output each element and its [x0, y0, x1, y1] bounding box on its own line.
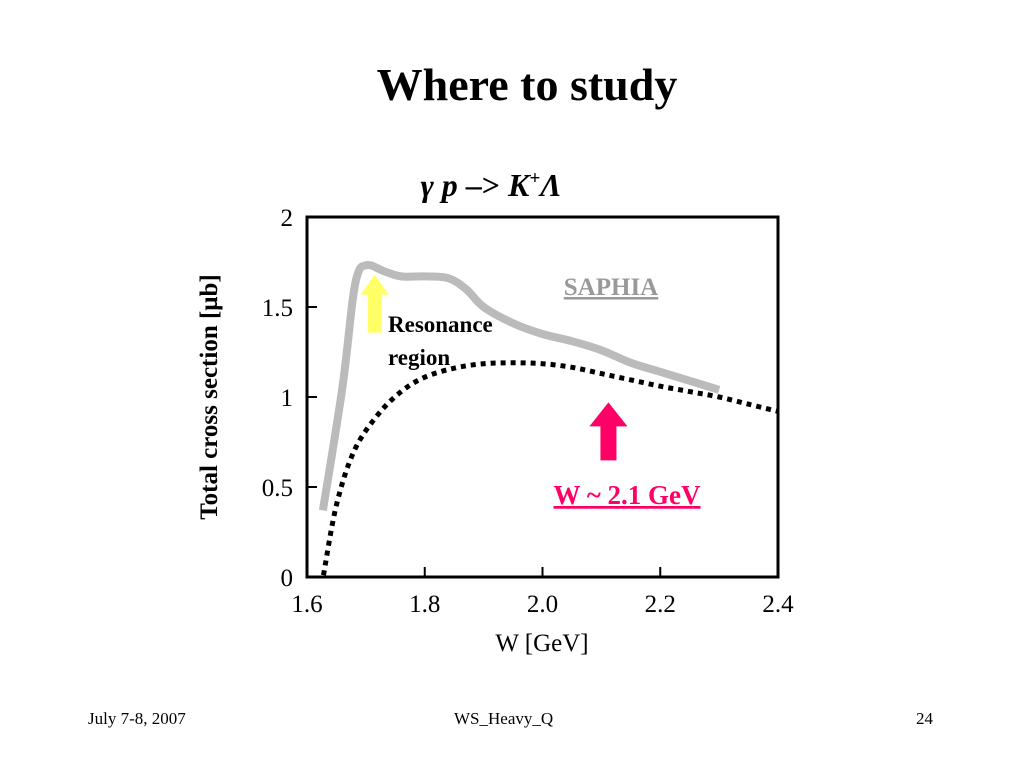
saphia-label: SAPHIA — [564, 274, 658, 301]
x-tick-label: 2.0 — [527, 591, 558, 618]
chart-title-kaon-charge: + — [529, 168, 540, 189]
slide-title: Where to study — [376, 59, 678, 110]
y-tick-label: 0 — [281, 565, 294, 592]
resonance-label: region — [388, 345, 450, 370]
x-tick-label: 1.6 — [291, 591, 322, 618]
y-tick-label: 0.5 — [262, 475, 293, 502]
y-axis-label: Total cross section [μb] — [196, 274, 223, 519]
w-arrow — [589, 402, 628, 461]
x-axis-label: W [GeV] — [495, 630, 588, 657]
saphia-curve — [318, 260, 721, 512]
resonance-arrow — [360, 274, 389, 333]
chart-title-gamma: γ — [420, 167, 434, 203]
dotted-curve — [321, 360, 779, 576]
resonance-label: Resonance — [388, 312, 493, 337]
w-label: W ~ 2.1 GeV — [553, 480, 701, 510]
axes: 1.6 1.8 2.0 2.2 2.4 0 0.5 1 1.5 2 — [262, 205, 794, 618]
y-tick-label: 1 — [281, 385, 294, 412]
footer-title: WS_Heavy_Q — [454, 709, 554, 728]
chart-title-arrow: –> — [465, 167, 500, 203]
chart-title-kaon: K — [507, 167, 532, 203]
annotation-layer: SAPHIA Resonance region W ~ 2.1 GeV — [360, 274, 701, 510]
y-tick-label: 1.5 — [262, 295, 293, 322]
footer-date: July 7-8, 2007 — [88, 709, 186, 728]
y-tick-label: 2 — [281, 205, 294, 232]
x-tick-label: 2.4 — [762, 591, 794, 618]
series-layer — [318, 260, 779, 576]
x-tick-label: 1.8 — [409, 591, 440, 618]
chart-title-proton: p — [439, 167, 458, 203]
chart-title: γ p –> K+Λ — [420, 167, 561, 203]
footer-page-number: 24 — [916, 709, 933, 728]
x-tick-label: 2.2 — [645, 591, 676, 618]
chart-title-lambda: Λ — [538, 167, 561, 203]
